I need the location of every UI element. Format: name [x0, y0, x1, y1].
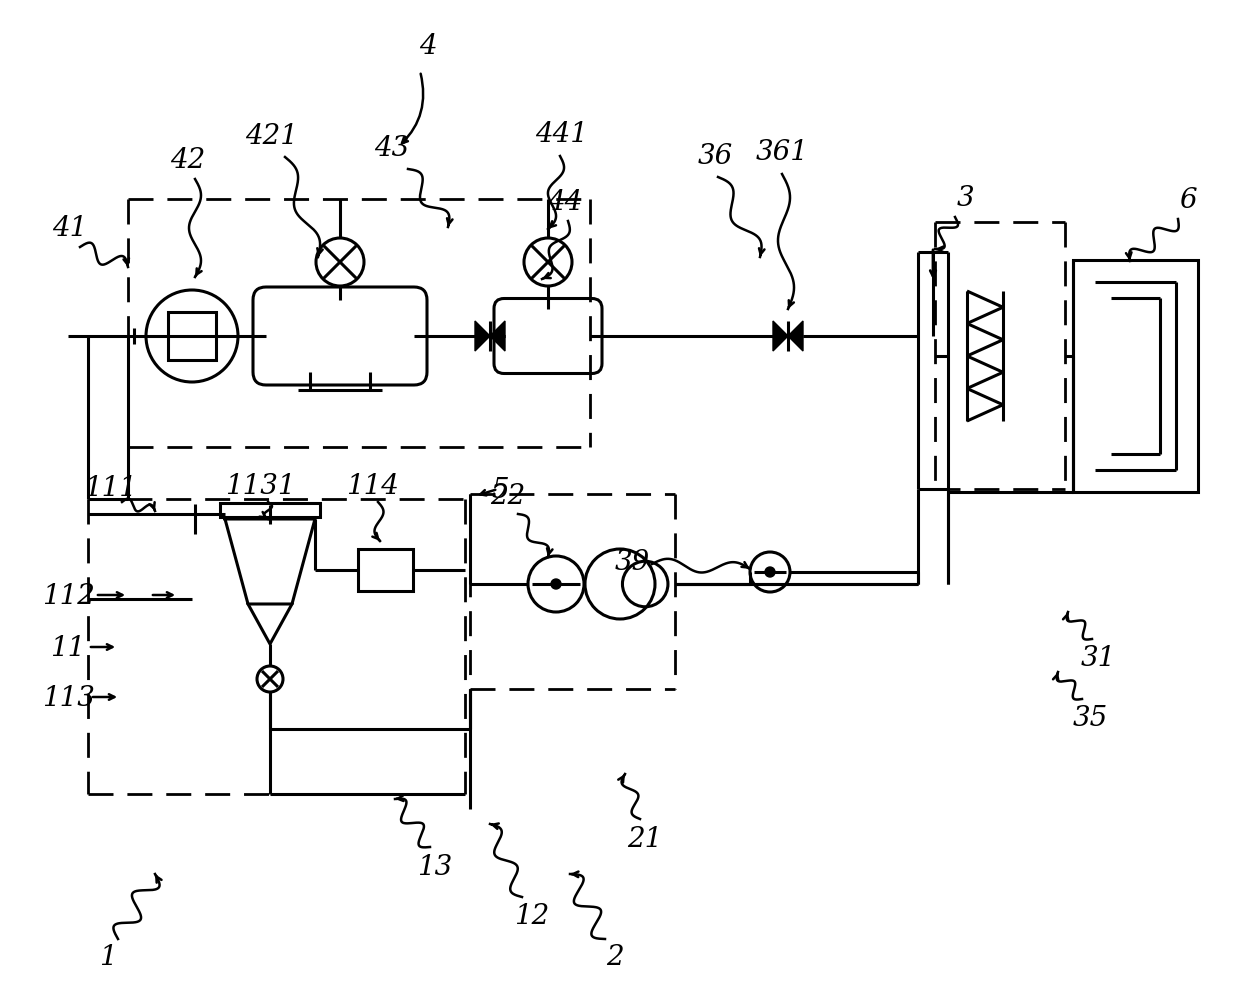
Text: 2: 2 — [606, 944, 624, 971]
Text: 3: 3 — [956, 185, 973, 212]
Text: 441: 441 — [536, 121, 589, 148]
Text: 44: 44 — [547, 190, 583, 217]
Text: 31: 31 — [1080, 644, 1116, 671]
Bar — [1073, 261, 1198, 492]
Text: 114: 114 — [346, 473, 398, 500]
Polygon shape — [475, 322, 490, 352]
Text: 5: 5 — [491, 476, 508, 503]
Text: 113: 113 — [42, 684, 94, 711]
Text: 111: 111 — [83, 474, 136, 502]
Text: 43: 43 — [374, 134, 409, 161]
Bar — [358, 550, 413, 592]
Text: 41: 41 — [52, 215, 88, 242]
Bar — [219, 504, 320, 518]
Text: 4: 4 — [419, 33, 436, 60]
Circle shape — [765, 568, 775, 578]
Text: 11: 11 — [51, 634, 86, 661]
Text: 13: 13 — [418, 854, 453, 881]
Text: 6: 6 — [1179, 187, 1197, 214]
Text: 112: 112 — [42, 582, 94, 609]
Text: 421: 421 — [246, 123, 299, 150]
Polygon shape — [773, 322, 787, 352]
Text: 36: 36 — [697, 143, 733, 171]
Polygon shape — [787, 322, 804, 352]
Text: 21: 21 — [627, 825, 662, 853]
Text: 35: 35 — [1073, 704, 1107, 731]
Text: 12: 12 — [515, 903, 549, 930]
Text: 361: 361 — [755, 139, 808, 166]
Polygon shape — [490, 322, 505, 352]
Circle shape — [551, 580, 560, 590]
Bar — [169, 313, 216, 360]
Text: 1: 1 — [99, 944, 117, 971]
Text: 22: 22 — [490, 483, 526, 510]
Text: 42: 42 — [170, 146, 206, 174]
Text: 39: 39 — [614, 548, 650, 575]
Text: 1131: 1131 — [224, 473, 295, 500]
